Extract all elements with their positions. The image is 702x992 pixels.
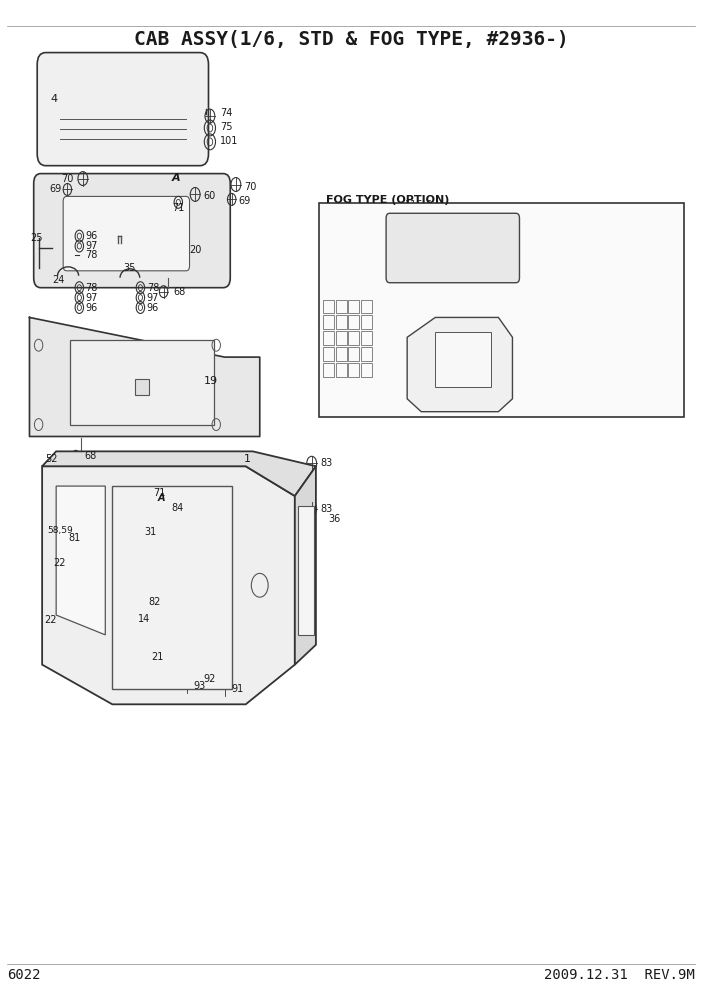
Text: 97: 97 — [86, 293, 98, 303]
Text: 71: 71 — [172, 203, 185, 213]
Text: A: A — [158, 493, 166, 503]
Text: 82: 82 — [149, 597, 161, 607]
Text: 70: 70 — [244, 183, 257, 192]
Bar — [323, 315, 334, 329]
FancyBboxPatch shape — [386, 213, 519, 283]
Text: 52: 52 — [46, 454, 58, 464]
Text: 116-5: 116-5 — [405, 200, 433, 210]
Text: 69: 69 — [49, 185, 61, 194]
Text: 83: 83 — [320, 458, 332, 468]
Bar — [348, 363, 359, 377]
Text: 92: 92 — [204, 674, 216, 683]
Bar — [361, 300, 372, 313]
Text: 96: 96 — [86, 231, 98, 241]
Text: 96: 96 — [86, 303, 98, 312]
FancyBboxPatch shape — [37, 53, 208, 166]
Text: 24: 24 — [53, 275, 65, 285]
Text: 19: 19 — [204, 376, 218, 386]
Bar — [336, 315, 347, 329]
Bar — [348, 347, 359, 361]
Polygon shape — [29, 317, 260, 436]
Text: 22: 22 — [44, 615, 57, 625]
Text: 97: 97 — [147, 293, 159, 303]
Text: 78: 78 — [147, 283, 159, 293]
Text: 116-2: 116-2 — [355, 320, 383, 330]
Bar — [348, 300, 359, 313]
Bar — [361, 331, 372, 345]
Text: 14: 14 — [138, 614, 150, 624]
Text: 93: 93 — [193, 682, 205, 691]
Text: 83: 83 — [320, 504, 332, 514]
Text: 6022: 6022 — [7, 968, 41, 982]
Bar — [112, 486, 232, 689]
FancyBboxPatch shape — [34, 174, 230, 288]
Text: 58,59: 58,59 — [48, 526, 74, 536]
Text: 2009.12.31  REV.9M: 2009.12.31 REV.9M — [544, 968, 695, 982]
Text: 4: 4 — [51, 94, 58, 104]
Bar — [135, 379, 149, 395]
FancyBboxPatch shape — [63, 196, 190, 271]
Text: A: A — [172, 173, 180, 183]
Polygon shape — [56, 486, 105, 635]
Text: 68: 68 — [84, 451, 96, 461]
Polygon shape — [407, 317, 512, 412]
Text: 31: 31 — [145, 527, 157, 537]
Text: 78: 78 — [86, 250, 98, 260]
Text: 36: 36 — [328, 514, 340, 524]
Text: 70: 70 — [61, 174, 74, 184]
Bar — [298, 506, 314, 635]
Text: 25: 25 — [30, 233, 43, 243]
Text: CAB ASSY(1/6, STD & FOG TYPE, #2936-): CAB ASSY(1/6, STD & FOG TYPE, #2936-) — [133, 30, 569, 49]
Bar — [319, 203, 684, 417]
Polygon shape — [295, 466, 316, 665]
Text: 116-1: 116-1 — [389, 229, 417, 239]
Bar — [323, 347, 334, 361]
Text: 78: 78 — [86, 283, 98, 293]
Text: 75: 75 — [220, 122, 232, 132]
Text: 21: 21 — [151, 652, 164, 662]
Text: 81: 81 — [69, 533, 81, 543]
Text: 71: 71 — [153, 488, 166, 498]
Bar — [336, 347, 347, 361]
Bar — [361, 363, 372, 377]
Bar — [336, 300, 347, 313]
Text: FOG TYPE (OPTION): FOG TYPE (OPTION) — [326, 195, 450, 205]
Text: 74: 74 — [220, 108, 232, 118]
Bar — [70, 340, 214, 425]
Bar — [336, 363, 347, 377]
Text: 84: 84 — [171, 503, 183, 513]
Bar — [336, 331, 347, 345]
Bar — [323, 300, 334, 313]
Bar — [348, 331, 359, 345]
Bar — [323, 331, 334, 345]
Text: 20: 20 — [190, 245, 202, 255]
Text: 96: 96 — [147, 303, 159, 312]
Text: 116-3: 116-3 — [405, 213, 433, 223]
Text: 35: 35 — [124, 263, 136, 273]
Polygon shape — [42, 466, 295, 704]
Text: 69: 69 — [239, 196, 251, 206]
Text: 1: 1 — [244, 454, 251, 464]
Text: 97: 97 — [86, 241, 98, 251]
Polygon shape — [42, 451, 316, 496]
Text: 68: 68 — [173, 287, 185, 297]
Text: 101: 101 — [220, 136, 238, 146]
Text: 60: 60 — [203, 191, 215, 201]
Bar — [348, 315, 359, 329]
Text: 22: 22 — [53, 558, 66, 568]
Bar — [361, 347, 372, 361]
Bar — [323, 363, 334, 377]
Bar — [435, 332, 491, 387]
Text: 116-4: 116-4 — [324, 329, 352, 339]
Text: 91: 91 — [232, 684, 244, 694]
Bar — [361, 315, 372, 329]
